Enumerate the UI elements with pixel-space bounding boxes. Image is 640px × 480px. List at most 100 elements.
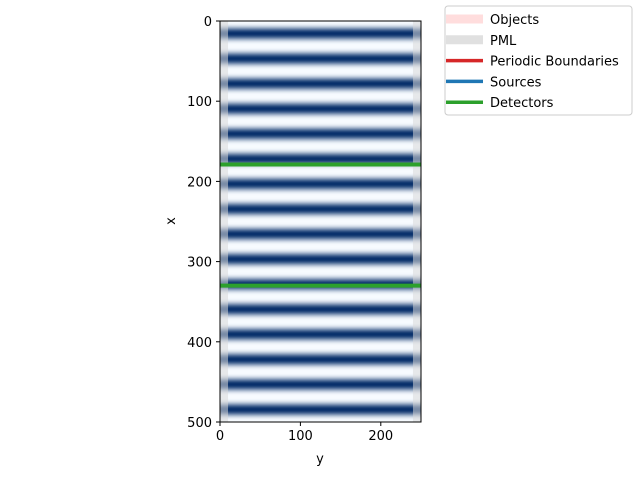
heatmap-cell — [220, 168, 421, 170]
heatmap-cell — [220, 249, 421, 252]
heatmap-cell — [220, 158, 421, 160]
heatmap-cell — [220, 261, 421, 264]
heatmap-cell — [220, 282, 421, 285]
heatmap-cell — [220, 102, 421, 104]
heatmap-cell — [220, 317, 421, 320]
heatmap-cell — [220, 267, 421, 270]
heatmap-cell — [220, 298, 421, 301]
heatmap-cell — [220, 297, 421, 300]
heatmap-cell — [220, 101, 421, 103]
heatmap-cell — [220, 323, 421, 326]
heatmap-cell — [220, 306, 421, 309]
y-tick-label: 200 — [187, 175, 212, 190]
heatmap-cell — [220, 346, 421, 349]
heatmap-cell — [220, 22, 421, 24]
heatmap-cell — [220, 106, 421, 108]
heatmap-cell — [220, 412, 421, 415]
heatmap-cell — [220, 206, 421, 209]
heatmap-cell — [220, 245, 421, 248]
heatmap-cell — [220, 150, 421, 152]
heatmap-cell — [220, 103, 421, 105]
heatmap-cell — [220, 79, 421, 81]
heatmap-cell — [220, 404, 421, 407]
heatmap-cell — [220, 127, 421, 129]
heatmap-cell — [220, 64, 421, 66]
heatmap-cell — [220, 360, 421, 363]
heatmap-cell — [220, 198, 421, 201]
heatmap-cell — [220, 121, 421, 123]
heatmap-cell — [220, 279, 421, 282]
heatmap-cell — [220, 238, 421, 241]
heatmap-cell — [220, 222, 421, 225]
heatmap-cell — [220, 87, 421, 89]
heatmap-cell — [220, 309, 421, 312]
heatmap-cell — [220, 351, 421, 354]
legend-label: Periodic Boundaries — [490, 55, 619, 70]
heatmap-cell — [220, 251, 421, 254]
heatmap-cell — [220, 37, 421, 39]
heatmap-cell — [220, 124, 421, 126]
heatmap-cell — [220, 402, 421, 405]
heatmap-cell — [220, 141, 421, 143]
heatmap-cell — [220, 34, 421, 36]
heatmap-cell — [220, 229, 421, 232]
heatmap-cell — [220, 192, 421, 195]
heatmap-cell — [220, 260, 421, 263]
heatmap-cell — [220, 119, 421, 121]
heatmap-cell — [220, 358, 421, 361]
heatmap-cell — [220, 99, 421, 101]
heatmap-cell — [220, 197, 421, 200]
heatmap-cell — [220, 276, 421, 279]
heatmap-cell — [220, 219, 421, 222]
heatmap-cell — [220, 107, 421, 109]
heatmap-cell — [220, 329, 421, 332]
heatmap-cell — [220, 304, 421, 307]
heatmap-cell — [220, 305, 421, 308]
heatmap-cell — [220, 146, 421, 148]
heatmap-cell — [220, 93, 421, 95]
heatmap-cell — [220, 181, 421, 184]
heatmap-cell — [220, 74, 421, 76]
heatmap-cell — [220, 44, 421, 46]
heatmap-cell — [220, 377, 421, 380]
heatmap-cell — [220, 24, 421, 26]
heatmap-cell — [220, 31, 421, 33]
heatmap-cell — [220, 418, 421, 421]
heatmap-cell — [220, 182, 421, 185]
heatmap-cell — [220, 225, 421, 228]
heatmap-cell — [220, 252, 421, 255]
heatmap-cell — [220, 114, 421, 116]
heatmap-cell — [220, 89, 421, 91]
heatmap-cell — [220, 386, 421, 389]
heatmap-cell — [220, 200, 421, 203]
heatmap-cell — [220, 172, 421, 174]
heatmap-cell — [220, 173, 421, 175]
heatmap-cell — [220, 112, 421, 114]
heatmap-cell — [220, 349, 421, 352]
heatmap-cell — [220, 94, 421, 96]
heatmap-cell — [220, 327, 421, 330]
pml-right — [412, 21, 421, 422]
heatmap-cell — [220, 325, 421, 328]
heatmap-cell — [220, 332, 421, 335]
heatmap-cell — [220, 382, 421, 385]
heatmap-cell — [220, 231, 421, 234]
heatmap-cell — [220, 264, 421, 267]
heatmap-cell — [220, 344, 421, 347]
heatmap-cell — [220, 191, 421, 194]
heatmap-cell — [220, 380, 421, 383]
heatmap-cell — [220, 270, 421, 273]
heatmap-cell — [220, 318, 421, 321]
heatmap-cell — [220, 355, 421, 358]
heatmap-cell — [220, 398, 421, 401]
heatmap-cell — [220, 188, 421, 191]
heatmap-cell — [220, 201, 421, 204]
heatmap-cell — [220, 177, 421, 179]
y-tick-label: 0 — [204, 15, 212, 30]
heatmap-cell — [220, 353, 421, 356]
heatmap-cell — [220, 246, 421, 249]
heatmap-cell — [220, 275, 421, 278]
heatmap-cell — [220, 62, 421, 64]
heatmap-cell — [220, 295, 421, 298]
heatmap-cell — [220, 48, 421, 50]
